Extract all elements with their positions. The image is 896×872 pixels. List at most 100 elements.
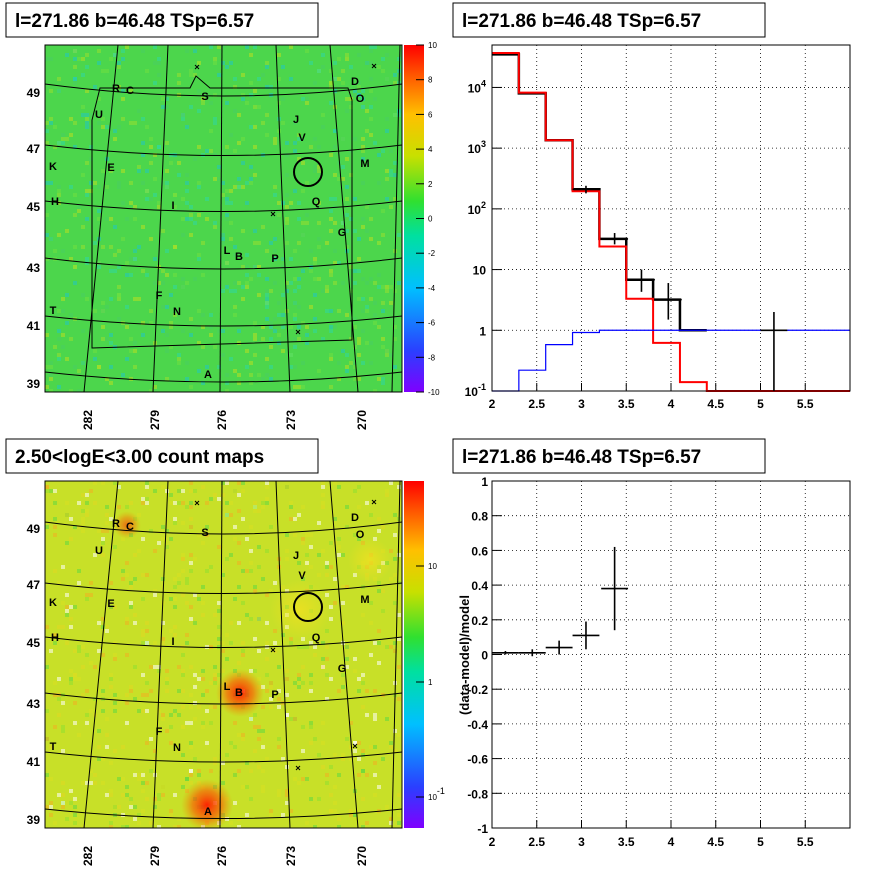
- map-pixel: [285, 789, 289, 793]
- map-pixel: [265, 657, 269, 661]
- map-pixel: [245, 349, 249, 353]
- map-pixel: [301, 505, 305, 509]
- map-pixel: [325, 593, 329, 597]
- map-pixel: [45, 233, 49, 237]
- map-pixel: [353, 269, 357, 273]
- map-pixel: [153, 81, 157, 85]
- source-label-i: I: [171, 636, 174, 648]
- map-pixel: [325, 697, 329, 701]
- map-pixel: [141, 693, 145, 697]
- map-pixel: [285, 801, 289, 805]
- map-pixel: [285, 141, 289, 145]
- map-pixel: [117, 249, 121, 253]
- map-pixel: [237, 141, 241, 145]
- map-pixel: [253, 337, 257, 341]
- map-pixel: [49, 377, 53, 381]
- map-pixel: [349, 173, 353, 177]
- map-pixel: [65, 293, 69, 297]
- map-pixel: [165, 729, 169, 733]
- map-pixel: [61, 793, 65, 797]
- map-pixel: [161, 281, 165, 285]
- map-pixel: [197, 677, 201, 681]
- map-pixel: [173, 501, 177, 505]
- map-pixel: [297, 157, 301, 161]
- map-pixel: [233, 313, 237, 317]
- map-pixel: [105, 217, 109, 221]
- map-pixel: [357, 257, 361, 261]
- map-pixel: [381, 345, 385, 349]
- map-pixel: [217, 329, 221, 333]
- map-pixel: [201, 721, 205, 725]
- map-pixel: [237, 769, 241, 773]
- map-pixel: [397, 793, 401, 797]
- map-pixel: [301, 269, 305, 273]
- map-pixel: [105, 625, 109, 629]
- source-label-s: S: [201, 527, 208, 539]
- map-pixel: [89, 113, 93, 117]
- map-pixel: [265, 305, 269, 309]
- map-pixel: [273, 281, 277, 285]
- map-pixel: [109, 365, 113, 369]
- map-pixel: [369, 133, 373, 137]
- map-pixel: [165, 333, 169, 337]
- map-pixel: [117, 85, 121, 89]
- map-pixel: [133, 257, 137, 261]
- lat-tick-label: 43: [27, 697, 41, 711]
- map-pixel: [353, 749, 357, 753]
- map-pixel: [49, 801, 53, 805]
- lon-tick-label: 279: [148, 410, 162, 430]
- source-label-n: N: [173, 306, 181, 318]
- map-pixel: [189, 501, 193, 505]
- map-pixel: [349, 721, 353, 725]
- map-pixel: [321, 289, 325, 293]
- y-axis-label: (data-model)/model: [457, 595, 472, 715]
- map-pixel: [57, 385, 61, 389]
- map-pixel: [357, 741, 361, 745]
- map-pixel: [173, 577, 177, 581]
- map-pixel: [333, 249, 337, 253]
- map-pixel: [117, 125, 121, 129]
- map-pixel: [61, 749, 65, 753]
- map-pixel: [241, 649, 245, 653]
- map-pixel: [393, 161, 397, 165]
- map-pixel: [185, 581, 189, 585]
- map-pixel: [85, 653, 89, 657]
- map-pixel: [85, 189, 89, 193]
- map-pixel: [45, 385, 49, 389]
- map-pixel: [293, 337, 297, 341]
- map-pixel: [353, 89, 357, 93]
- x-tick-label: 5.5: [797, 835, 814, 849]
- map-frame: [44, 44, 403, 393]
- map-pixel: [281, 633, 285, 637]
- map-pixel: [221, 289, 225, 293]
- map-pixel: [237, 825, 241, 828]
- map-pixel: [137, 109, 141, 113]
- map-pixel: [301, 537, 305, 541]
- map-pixel: [189, 489, 193, 493]
- map-pixel: [353, 741, 357, 745]
- map-pixel: [277, 201, 281, 205]
- map-pixel: [317, 201, 321, 205]
- map-pixel: [357, 297, 361, 301]
- map-pixel: [205, 365, 209, 369]
- map-pixel: [373, 717, 377, 721]
- map-pixel: [361, 769, 365, 773]
- map-pixel: [345, 97, 349, 101]
- map-pixel: [193, 277, 197, 281]
- map-pixel: [193, 489, 197, 493]
- map-pixel: [365, 205, 369, 209]
- map-pixel: [389, 645, 393, 649]
- map-pixel: [365, 281, 369, 285]
- map-pixel: [97, 97, 101, 101]
- map-pixel: [289, 809, 293, 813]
- map-pixel: [157, 709, 161, 713]
- map-pixel: [361, 309, 365, 313]
- map-pixel: [181, 725, 185, 729]
- map-pixel: [301, 749, 305, 753]
- map-pixel: [173, 245, 177, 249]
- map-pixel: [57, 713, 61, 717]
- lon-tick-label: 276: [215, 410, 229, 430]
- map-pixel: [81, 825, 85, 828]
- map-pixel: [181, 689, 185, 693]
- map-pixel: [393, 749, 397, 753]
